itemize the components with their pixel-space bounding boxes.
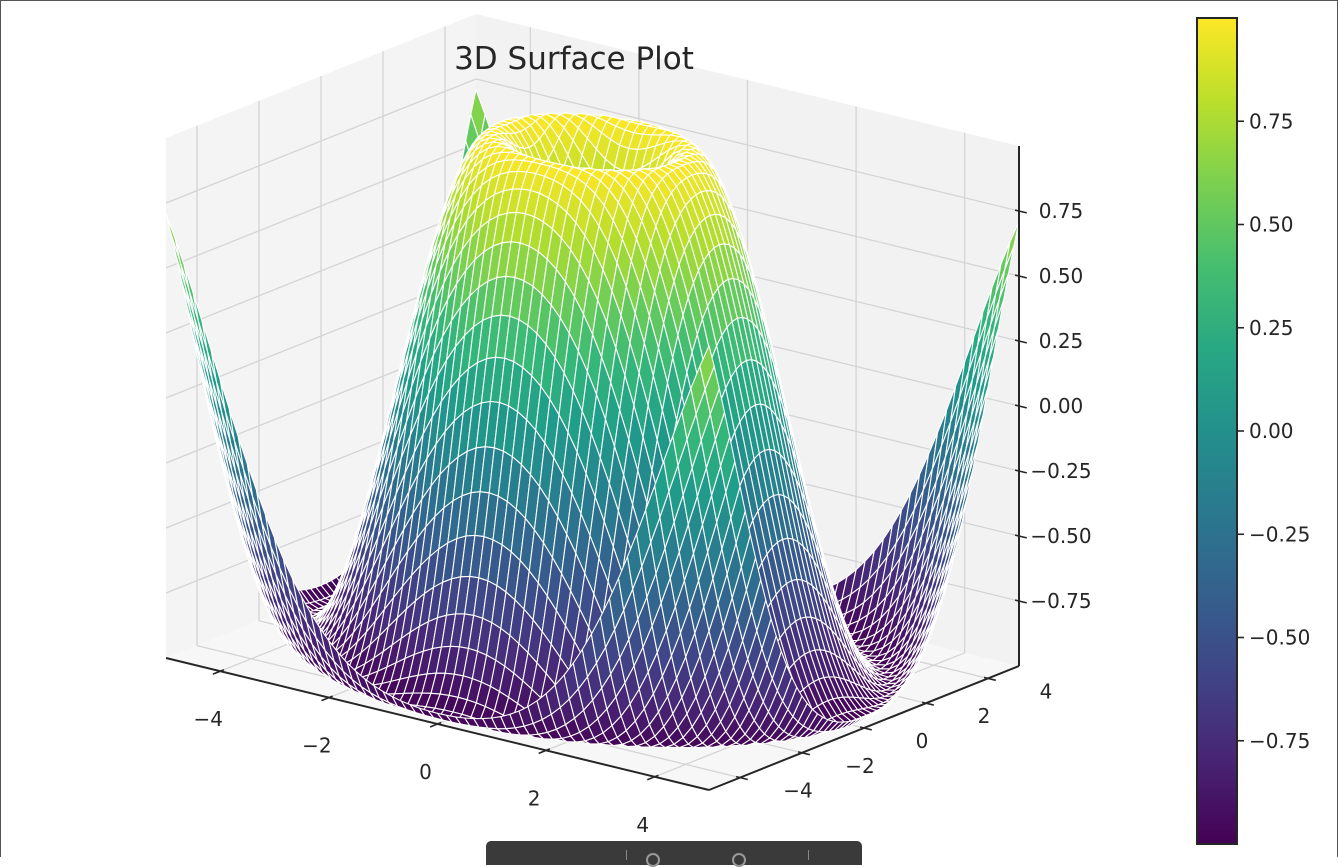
colorbar-gradient bbox=[1196, 17, 1238, 845]
colorbar-tick-label: 0.25 bbox=[1249, 316, 1294, 340]
x-tick-label: −2 bbox=[302, 734, 331, 758]
colorbar-tick-label: 0.50 bbox=[1249, 213, 1294, 237]
y-tick-label: −2 bbox=[845, 754, 874, 778]
left-grid-z bbox=[165, 78, 477, 204]
z-tick bbox=[1014, 209, 1027, 214]
y-tick bbox=[983, 676, 996, 682]
x-tick bbox=[212, 668, 225, 675]
y-tick bbox=[797, 751, 810, 756]
chart-title: 3D Surface Plot bbox=[454, 41, 694, 77]
y-tick-label: −4 bbox=[783, 779, 812, 803]
z-tick-label: 0.25 bbox=[1039, 329, 1084, 353]
z-tick-label: 0.00 bbox=[1039, 394, 1084, 418]
z-tick-label: −0.75 bbox=[1030, 589, 1091, 613]
z-tick-label: 0.50 bbox=[1039, 264, 1084, 288]
surface-mesh bbox=[165, 89, 1020, 749]
y-tick bbox=[921, 701, 934, 706]
z-tick bbox=[1014, 274, 1027, 279]
figure-toolbar[interactable] bbox=[486, 841, 862, 867]
x-tick bbox=[321, 695, 333, 702]
y-tick-label: 4 bbox=[1040, 679, 1053, 703]
surface-patch bbox=[699, 345, 715, 390]
z-tick bbox=[1014, 469, 1027, 474]
x-tick bbox=[429, 721, 442, 728]
colorbar-tick-label: −0.50 bbox=[1249, 626, 1310, 650]
z-tick bbox=[1014, 599, 1027, 604]
axis-ticks: −4 −2 0 2 4 −4 −2 0 2 4 −0.75 −0.50 −0.25 0.00 0.25 0.5… bbox=[194, 199, 1092, 837]
colorbar-tick-label: 0.00 bbox=[1249, 419, 1294, 443]
z-tick-label: 0.75 bbox=[1039, 199, 1084, 223]
x-tick bbox=[538, 748, 551, 755]
x-tick-label: 2 bbox=[528, 786, 541, 810]
z-tick bbox=[1014, 339, 1027, 344]
z-tick-label: −0.50 bbox=[1030, 524, 1091, 548]
colorbar-tick-label: −0.75 bbox=[1249, 729, 1310, 753]
left-grid-z bbox=[165, 143, 477, 269]
x-tick-label: −4 bbox=[194, 707, 223, 731]
x-tick bbox=[646, 774, 659, 781]
x-tick-label: 4 bbox=[636, 813, 649, 837]
colorbar-tick-label: 0.75 bbox=[1249, 109, 1294, 133]
z-tick bbox=[1014, 404, 1027, 409]
z-tick bbox=[1014, 534, 1027, 539]
colorbar-tick-label: −0.25 bbox=[1249, 522, 1310, 546]
y-tick-label: 0 bbox=[916, 729, 929, 753]
left-grid-z bbox=[165, 208, 477, 334]
x-tick-label: 0 bbox=[419, 760, 432, 784]
y-tick-label: 2 bbox=[978, 704, 991, 728]
colorbar: 0.75 0.50 0.25 0.00 −0.25 −0.50 −0.75 bbox=[1196, 17, 1310, 845]
y-tick bbox=[735, 775, 748, 781]
y-tick bbox=[859, 726, 872, 731]
back-grid-z bbox=[475, 78, 1020, 212]
z-tick-label: −0.25 bbox=[1030, 459, 1091, 483]
